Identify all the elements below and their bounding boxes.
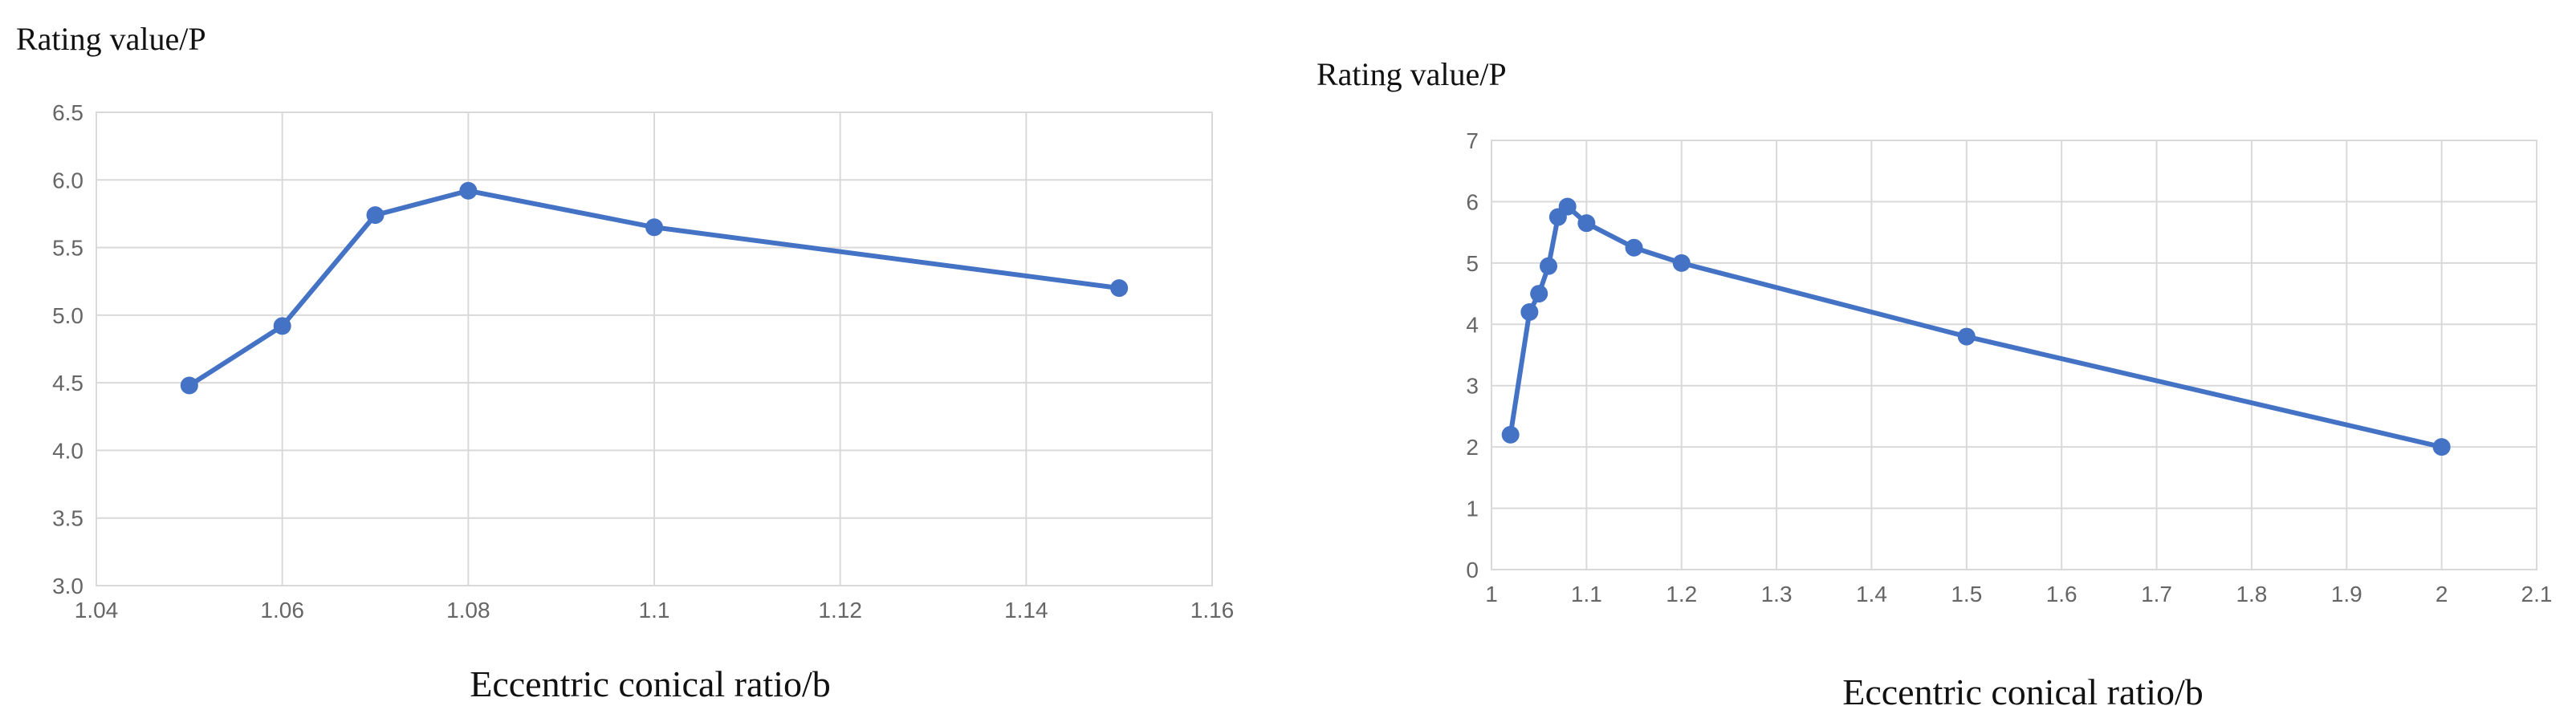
x-tick-label: 1.8 xyxy=(2236,582,2267,606)
x-tick-label: 1.5 xyxy=(1951,582,1982,606)
y-tick-label: 2 xyxy=(1466,435,1479,460)
plot-frame xyxy=(1491,140,2537,570)
y-tick-label: 6.0 xyxy=(52,168,83,193)
x-tick-label: 1.14 xyxy=(1004,598,1048,623)
x-tick-label: 1.16 xyxy=(1190,598,1235,623)
plot-frame xyxy=(96,112,1213,586)
y-tick-label: 1 xyxy=(1466,497,1479,521)
x-tick-label: 1.06 xyxy=(260,598,304,623)
data-point xyxy=(645,218,663,237)
x-tick-label: 2.1 xyxy=(2521,582,2553,606)
right-grid xyxy=(1491,140,2537,570)
data-point xyxy=(1530,285,1548,303)
left-series xyxy=(180,181,1129,395)
x-tick-label: 2 xyxy=(2436,582,2448,606)
x-tick-label: 1.12 xyxy=(818,598,862,623)
data-point xyxy=(273,317,291,335)
y-tick-label: 5.5 xyxy=(52,236,83,261)
y-tick-label: 3.0 xyxy=(52,574,83,598)
right-chart-title: Rating value/P xyxy=(1316,56,1507,92)
x-tick-label: 1.08 xyxy=(446,598,490,623)
data-point xyxy=(1957,327,1976,346)
y-tick-label: 3.5 xyxy=(52,506,83,531)
data-point xyxy=(366,206,385,225)
data-point xyxy=(1110,279,1129,298)
x-tick-label: 1 xyxy=(1485,582,1498,606)
left-ticks: 1.04 1.06 1.08 1.1 1.12 1.14 1.16 3.0 3.5 4.0 4.5 5… xyxy=(52,100,1234,623)
right-series xyxy=(1501,197,2451,456)
y-tick-label: 4.0 xyxy=(52,438,83,463)
y-tick-label: 6 xyxy=(1466,189,1479,214)
data-point xyxy=(1558,197,1577,216)
x-tick-label: 1.04 xyxy=(75,598,119,623)
right-chart-svg: Rating value/P 1 1.1 1.2 1.3 1.4 1.5 1.6 1.7 1.8… xyxy=(1316,56,2552,712)
left-chart-svg: Rating value/P 1.04 1.06 1.08 1.1 1.12 1.14 1.… xyxy=(16,21,1234,704)
y-tick-label: 0 xyxy=(1466,558,1479,582)
data-point xyxy=(2432,438,2451,456)
data-point xyxy=(1540,257,1558,275)
data-point xyxy=(1672,254,1691,272)
y-tick-label: 3 xyxy=(1466,374,1479,399)
right-chart: Rating value/P 1 1.1 1.2 1.3 1.4 1.5 1.6 1.7 1.8… xyxy=(1300,0,2576,722)
x-tick-label: 1.4 xyxy=(1856,582,1887,606)
x-tick-label: 1.7 xyxy=(2141,582,2172,606)
left-chart-xlabel: Eccentric conical ratio/b xyxy=(470,663,831,704)
x-tick-label: 1.9 xyxy=(2331,582,2362,606)
x-tick-label: 1.1 xyxy=(639,598,670,623)
y-tick-label: 4.5 xyxy=(52,371,83,395)
right-chart-xlabel: Eccentric conical ratio/b xyxy=(1842,671,2204,712)
x-tick-label: 1.1 xyxy=(1571,582,1602,606)
y-tick-label: 4 xyxy=(1466,312,1479,337)
x-tick-label: 1.2 xyxy=(1666,582,1697,606)
data-point xyxy=(1625,238,1643,257)
left-chart-title: Rating value/P xyxy=(16,21,206,57)
x-tick-label: 1.3 xyxy=(1761,582,1793,606)
y-tick-label: 5 xyxy=(1466,251,1479,276)
y-tick-label: 7 xyxy=(1466,128,1479,153)
left-grid xyxy=(96,112,1213,586)
data-point xyxy=(1577,214,1596,233)
data-point xyxy=(1501,425,1520,444)
x-tick-label: 1.6 xyxy=(2046,582,2077,606)
series-line xyxy=(188,188,1120,388)
data-point xyxy=(1520,303,1539,321)
left-chart: Rating value/P 1.04 1.06 1.08 1.1 1.12 1.14 1.… xyxy=(0,0,1276,722)
y-tick-label: 6.5 xyxy=(52,100,83,125)
y-tick-label: 5.0 xyxy=(52,303,83,328)
data-point xyxy=(180,376,198,395)
data-point xyxy=(459,181,478,200)
series-line xyxy=(1508,204,2443,450)
